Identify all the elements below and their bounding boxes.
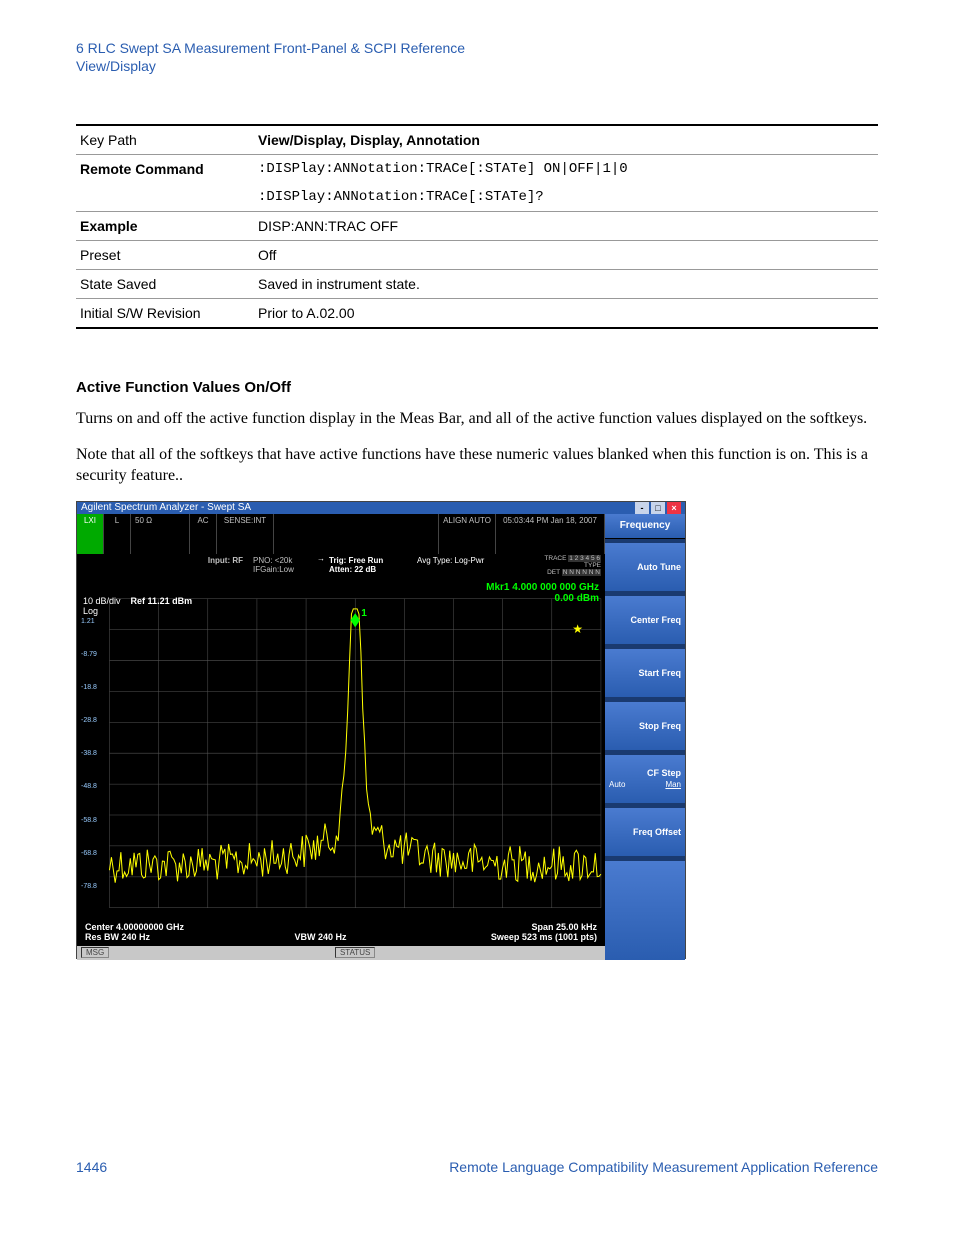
reference-table: Key PathView/Display, Display, Annotatio… (76, 124, 878, 329)
vbw: VBW 240 Hz (294, 932, 346, 942)
softkey-label: Start Freq (638, 668, 681, 678)
softkey-label: Auto Tune (637, 562, 681, 572)
maximize-icon[interactable]: □ (651, 502, 665, 514)
softkey-button[interactable]: Stop Freq (605, 698, 685, 751)
softkey-menu-header: Frequency (605, 514, 685, 539)
table-label: Initial S/W Revision (76, 299, 254, 329)
y-tick-label: -48.8 (81, 783, 109, 790)
y-tick-label: 1.21 (81, 618, 109, 625)
info-cell: SENSE:INT (217, 514, 274, 554)
softkey-button[interactable]: Start Freq (605, 645, 685, 698)
y-tick-label: -78.8 (81, 883, 109, 890)
y-tick-label: -18.8 (81, 684, 109, 691)
det-label: DET (547, 569, 560, 576)
table-value: Prior to A.02.00 (254, 299, 878, 329)
y-tick-label: -68.8 (81, 850, 109, 857)
log-label: Log (83, 606, 192, 616)
window-titlebar: Agilent Spectrum Analyzer - Swept SA - □… (77, 502, 685, 514)
info-cell: L (104, 514, 131, 554)
msg-label: MSG (81, 947, 109, 958)
marker-level: 0.00 dBm (486, 593, 599, 604)
table-label: Preset (76, 241, 254, 270)
graph-bottom-readout: Center 4.00000000 GHz Span 25.00 kHz Res… (77, 918, 605, 946)
footer-reference: Remote Language Compatibility Measuremen… (449, 1159, 878, 1175)
table-value: DISP:ANN:TRAC OFF (254, 212, 878, 241)
info-cell: Input: RF (77, 554, 249, 578)
info-cell: Avg Type: Log-Pwr (413, 554, 511, 578)
ref-level: Ref 11.21 dBm (131, 596, 193, 606)
status-label: STATUS (335, 947, 375, 958)
table-row: State SavedSaved in instrument state. (76, 270, 878, 299)
minimize-icon[interactable]: - (635, 502, 649, 514)
table-value: Saved in instrument state. (254, 270, 878, 299)
softkey-auto: Auto (609, 780, 625, 789)
info-cell: Trig: Free Run (329, 556, 409, 565)
table-label: State Saved (76, 270, 254, 299)
timestamp: 05:03:44 PM Jan 18, 2007 (496, 514, 605, 554)
table-value: :DISPlay:ANNotation:TRACe[:STATe] ON|OFF… (254, 155, 878, 184)
window-title: Agilent Spectrum Analyzer - Swept SA (81, 502, 633, 513)
table-label: Example (76, 212, 254, 241)
table-row: Remote Command:DISPlay:ANNotation:TRACe[… (76, 155, 878, 184)
table-value: Off (254, 241, 878, 270)
db-per-div: 10 dB/div (83, 596, 121, 606)
svg-text:1: 1 (361, 608, 367, 619)
sweep: Sweep 523 ms (1001 pts) (491, 932, 597, 942)
table-label: Remote Command (76, 155, 254, 184)
page-number: 1446 (76, 1159, 107, 1175)
spectrum-graph: 10 dB/div Ref 11.21 dBm Log Mkr1 4.000 0… (77, 578, 605, 918)
table-row: ExampleDISP:ANN:TRAC OFF (76, 212, 878, 241)
softkey-button[interactable]: Freq Offset (605, 804, 685, 857)
y-tick-label: -28.8 (81, 717, 109, 724)
body-paragraph: Turns on and off the active function dis… (76, 408, 878, 430)
softkey-button[interactable]: Center Freq (605, 592, 685, 645)
softkey-label: Stop Freq (639, 721, 681, 731)
type-label: TYPE (515, 562, 601, 569)
softkey-button[interactable]: CF Step Auto Man (605, 751, 685, 804)
table-label (76, 183, 254, 212)
body-paragraph: Note that all of the softkeys that have … (76, 444, 878, 487)
info-cell: 50 Ω (131, 514, 190, 554)
softkey-man: Man (665, 780, 681, 789)
lxi-icon: LXI (77, 514, 104, 554)
info-cell: Atten: 22 dB (329, 565, 409, 574)
softkey-label: CF Step (647, 768, 681, 778)
chapter-heading: 6 RLC Swept SA Measurement Front-Panel &… (76, 40, 878, 56)
y-axis-labels: 1.21 -8.79 -18.8 -28.8 -38.8 -48.8 -58.8 -68.8 -… (81, 618, 109, 890)
info-cell: ALIGN AUTO (439, 514, 496, 554)
table-value: View/Display, Display, Annotation (254, 125, 878, 155)
marker-freq: Mkr1 4.000 000 000 GHz (486, 582, 599, 593)
res-bw: Res BW 240 Hz (85, 932, 150, 942)
instrument-info-bar: LXI L 50 Ω AC SENSE:INT ALIGN AUTO 05:03… (77, 514, 605, 554)
close-icon[interactable]: × (667, 502, 681, 514)
spectrum-analyzer-screenshot: Agilent Spectrum Analyzer - Swept SA - □… (76, 501, 686, 959)
section-heading: View/Display (76, 58, 878, 74)
info-cell: PNO: <20k (253, 556, 313, 565)
subsection-heading: Active Function Values On/Off (76, 379, 878, 396)
info-cell: AC (190, 514, 217, 554)
softkey-label: Center Freq (630, 615, 681, 625)
marker-star-icon: ★ (572, 622, 583, 636)
y-tick-label: -8.79 (81, 651, 109, 658)
center-freq: Center 4.00000000 GHz (85, 922, 184, 932)
softkey-panel: Frequency Auto Tune Center Freq Start Freq… (605, 514, 685, 960)
table-row: :DISPlay:ANNotation:TRACe[:STATe]? (76, 183, 878, 212)
softkey-label: Freq Offset (633, 827, 681, 837)
y-tick-label: -58.8 (81, 817, 109, 824)
det-values: N N N N N N (562, 569, 601, 576)
table-label: Key Path (76, 125, 254, 155)
table-row: PresetOff (76, 241, 878, 270)
table-value: :DISPlay:ANNotation:TRACe[:STATe]? (254, 183, 878, 212)
info-cell: IFGain:Low (253, 565, 313, 574)
softkey-button[interactable]: Auto Tune (605, 539, 685, 592)
trace-numbers: 1 2 3 4 5 6 (568, 555, 601, 562)
trace-label: TRACE (544, 555, 566, 562)
status-bar: MSG STATUS (77, 946, 605, 960)
table-row: Initial S/W RevisionPrior to A.02.00 (76, 299, 878, 329)
y-tick-label: -38.8 (81, 750, 109, 757)
span: Span 25.00 kHz (531, 922, 597, 932)
table-row: Key PathView/Display, Display, Annotatio… (76, 125, 878, 155)
